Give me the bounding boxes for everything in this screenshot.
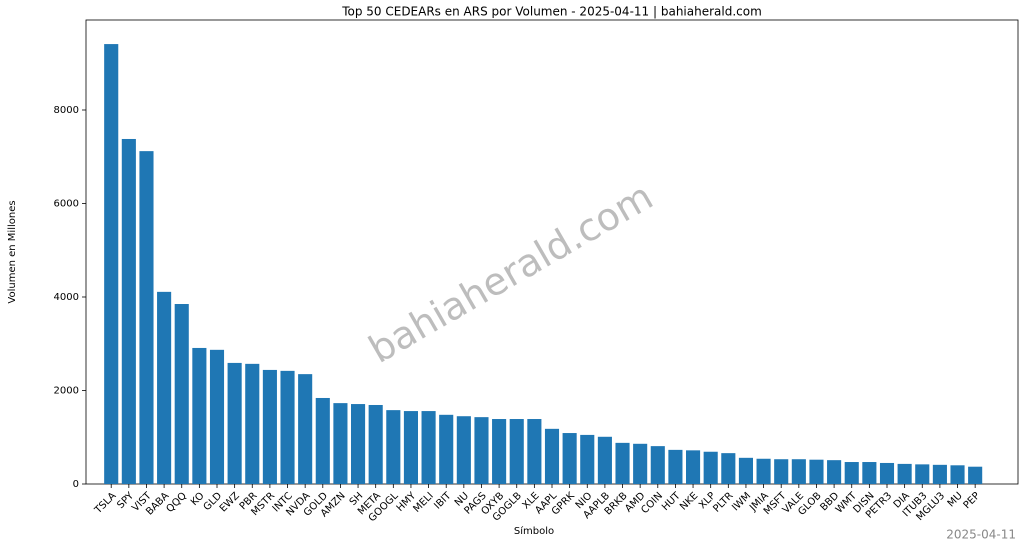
bar [968, 466, 983, 484]
bar [932, 464, 947, 484]
bar [527, 419, 542, 484]
bar [421, 411, 436, 484]
bar [809, 459, 824, 484]
footer-date: 2025-04-11 [946, 528, 1016, 542]
bar [950, 465, 965, 484]
bar [351, 404, 366, 484]
y-axis-label: Volumen en Millones [7, 200, 18, 303]
bar [844, 462, 859, 484]
bar [827, 460, 842, 484]
bar [456, 416, 471, 484]
x-tick-label: MU [946, 490, 965, 509]
bar [245, 363, 260, 484]
y-tick-label: 2000 [54, 385, 79, 396]
bar [315, 397, 330, 484]
bar [597, 436, 612, 484]
bar [703, 451, 718, 484]
bar [139, 151, 154, 485]
bar [544, 428, 560, 484]
watermark: bahiaherald.com [361, 174, 660, 372]
bar [791, 459, 806, 484]
bar [633, 443, 648, 484]
x-tick-label: QQQ [164, 490, 189, 515]
bar [685, 450, 701, 484]
bar [474, 417, 489, 484]
bar [227, 362, 242, 484]
bar [862, 462, 877, 484]
bar [721, 453, 736, 484]
bar [209, 349, 225, 484]
bar [368, 404, 383, 484]
y-tick-label: 0 [73, 479, 79, 490]
bar [562, 433, 577, 484]
x-tick-label: NKE [678, 490, 700, 512]
x-axis-label: Símbolo [514, 525, 554, 537]
bar [386, 410, 401, 484]
bar [298, 374, 313, 484]
bar [174, 304, 189, 484]
x-tick-label: HUT [660, 490, 683, 513]
bar [615, 442, 630, 484]
bar [439, 414, 454, 484]
x-tick-label: PEP [962, 490, 983, 511]
bar [192, 347, 207, 484]
bar [157, 291, 172, 484]
bar [650, 446, 665, 484]
x-tick-label: IBIT [432, 490, 454, 512]
y-tick-label: 6000 [54, 198, 79, 209]
bar [774, 459, 789, 484]
bar [879, 462, 895, 484]
bar [915, 464, 930, 484]
bar [280, 370, 295, 484]
y-tick-label: 4000 [54, 292, 79, 303]
bar [897, 463, 912, 484]
bar [738, 457, 753, 484]
bar [492, 419, 507, 484]
bar [333, 403, 348, 484]
bar [509, 419, 524, 484]
chart-title: Top 50 CEDEARs en ARS por Volumen - 2025… [341, 5, 762, 19]
bar [121, 138, 136, 484]
bar [262, 369, 277, 484]
bar [756, 458, 771, 484]
bar [104, 44, 119, 485]
y-tick-label: 8000 [54, 105, 79, 116]
bar [668, 449, 683, 484]
bar [403, 411, 419, 484]
x-tick-label: IWM [730, 490, 753, 513]
bar [580, 434, 595, 484]
